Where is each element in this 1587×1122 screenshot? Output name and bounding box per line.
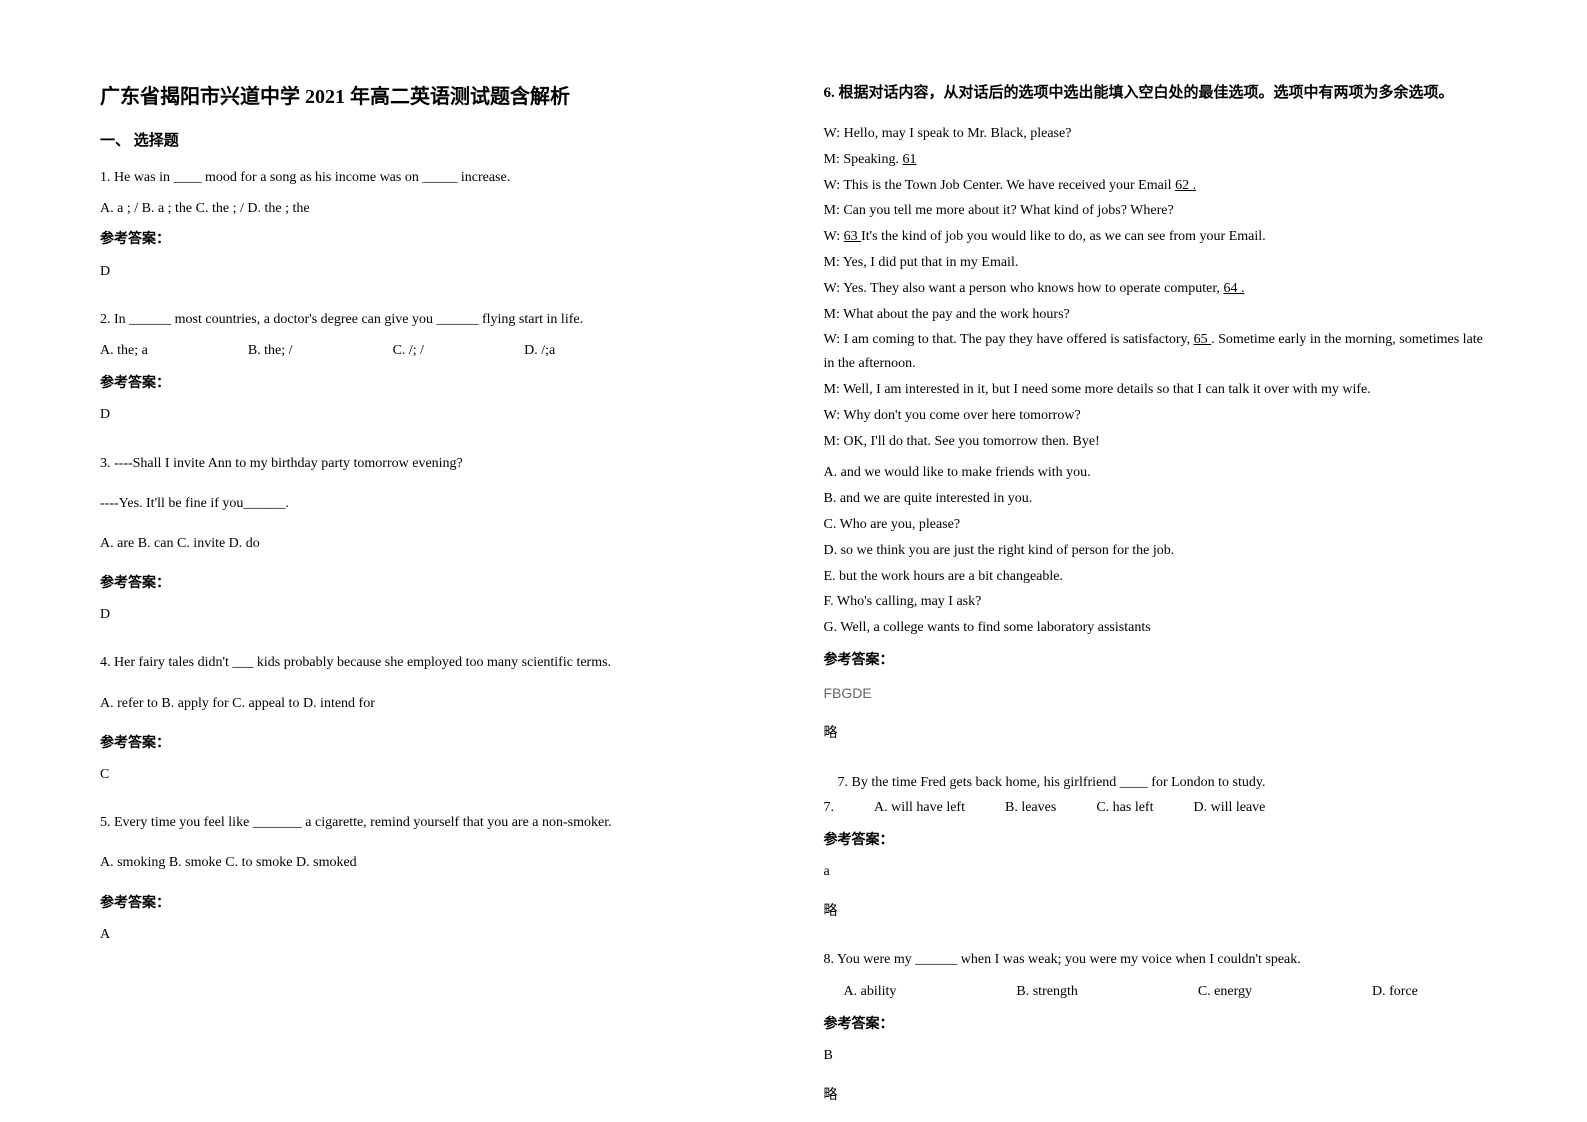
q7-num: 7. [824, 795, 835, 820]
q6-optD: D. so we think you are just the right ki… [824, 539, 1488, 563]
q3-line2: ----Yes. It'll be fine if you______. [100, 491, 764, 516]
q8-answer: B [824, 1043, 1488, 1068]
q8-optA: A. ability [844, 979, 897, 1004]
q8-optB: B. strength [1016, 979, 1077, 1004]
q6-d9: W: I am coming to that. The pay they hav… [824, 328, 1488, 376]
q6-answer: FBGDE [824, 681, 1488, 706]
q8-options: A. ability B. strength C. energy D. forc… [844, 979, 1488, 1004]
q6-d7: W: Yes. They also want a person who know… [824, 277, 1488, 301]
q4-options: A. refer to B. apply for C. appeal to D.… [100, 691, 764, 716]
right-column: 6. 根据对话内容，从对话后的选项中选出能填入空白处的最佳选项。选项中有两项为多… [824, 80, 1488, 1042]
q6-d6: M: Yes, I did put that in my Email. [824, 251, 1488, 275]
q6-optA: A. and we would like to make friends wit… [824, 461, 1488, 485]
question-4: 4. Her fairy tales didn't ___ kids proba… [100, 650, 764, 802]
question-1: 1. He was in ____ mood for a song as his… [100, 165, 764, 299]
q4-answer-label: 参考答案： [100, 731, 764, 756]
q8-note: 略 [824, 1083, 1488, 1108]
q8-answer-label: 参考答案： [824, 1012, 1488, 1037]
q3-answer-label: 参考答案： [100, 571, 764, 596]
q7-optC: C. has left [1096, 795, 1153, 820]
q5-answer-label: 参考答案： [100, 891, 764, 916]
q7-answer-label: 参考答案： [824, 828, 1488, 853]
q6-optE: E. but the work hours are a bit changeab… [824, 565, 1488, 589]
q7-note: 略 [824, 899, 1488, 924]
q3-line1: 3. ----Shall I invite Ann to my birthday… [100, 451, 764, 476]
q7-answer: a [824, 859, 1488, 884]
q2-answer: D [100, 402, 764, 427]
q2-answer-label: 参考答案： [100, 371, 764, 396]
q7-optA: A. will have left [874, 795, 965, 820]
section-header: 一、 选择题 [100, 129, 764, 150]
q6-note: 略 [824, 721, 1488, 746]
q7-text: 7. By the time Fred gets back home, his … [824, 770, 1488, 795]
q7-optD: D. will leave [1193, 795, 1265, 820]
q6-header: 6. 根据对话内容，从对话后的选项中选出能填入空白处的最佳选项。选项中有两项为多… [824, 80, 1488, 107]
page-title: 广东省揭阳市兴道中学 2021 年高二英语测试题含解析 [100, 80, 764, 109]
q3-answer: D [100, 602, 764, 627]
q1-answer-label: 参考答案： [100, 227, 764, 252]
q2-text: 2. In ______ most countries, a doctor's … [100, 307, 764, 332]
q7-optB: B. leaves [1005, 795, 1056, 820]
q6-optC: C. Who are you, please? [824, 513, 1488, 537]
question-6: 6. 根据对话内容，从对话后的选项中选出能填入空白处的最佳选项。选项中有两项为多… [824, 80, 1488, 762]
q5-answer: A [100, 922, 764, 947]
question-5: 5. Every time you feel like _______ a ci… [100, 810, 764, 962]
q8-text: 8. You were my ______ when I was weak; y… [824, 947, 1488, 972]
q5-options: A. smoking B. smoke C. to smoke D. smoke… [100, 850, 764, 875]
q2-optD: D. /;a [524, 338, 555, 363]
q6-d10: M: Well, I am interested in it, but I ne… [824, 378, 1488, 402]
q1-text: 1. He was in ____ mood for a song as his… [100, 165, 764, 190]
q3-options: A. are B. can C. invite D. do [100, 531, 764, 556]
question-8: 8. You were my ______ when I was weak; y… [824, 947, 1488, 1108]
left-column: 广东省揭阳市兴道中学 2021 年高二英语测试题含解析 一、 选择题 1. He… [100, 80, 764, 1042]
question-7: 7. By the time Fred gets back home, his … [824, 770, 1488, 940]
q5-text: 5. Every time you feel like _______ a ci… [100, 810, 764, 835]
q6-d4: M: Can you tell me more about it? What k… [824, 199, 1488, 223]
q2-optA: A. the; a [100, 338, 148, 363]
q7-options: 7. A. will have left B. leaves C. has le… [824, 795, 1488, 820]
q2-options: A. the; a B. the; / C. /; / D. /;a [100, 338, 764, 363]
q6-d8: M: What about the pay and the work hours… [824, 303, 1488, 327]
q6-optB: B. and we are quite interested in you. [824, 487, 1488, 511]
q6-d1: W: Hello, may I speak to Mr. Black, plea… [824, 122, 1488, 146]
q6-d11: W: Why don't you come over here tomorrow… [824, 404, 1488, 428]
q2-optB: B. the; / [248, 338, 293, 363]
question-3: 3. ----Shall I invite Ann to my birthday… [100, 451, 764, 643]
q8-optD: D. force [1372, 979, 1418, 1004]
q6-d3: W: This is the Town Job Center. We have … [824, 174, 1488, 198]
q2-optC: C. /; / [393, 338, 425, 363]
q1-answer: D [100, 259, 764, 284]
q6-d5: W: 63 It's the kind of job you would lik… [824, 225, 1488, 249]
q6-optF: F. Who's calling, may I ask? [824, 590, 1488, 614]
q6-d2: M: Speaking. 61 [824, 148, 1488, 172]
q6-answer-label: 参考答案： [824, 648, 1488, 673]
question-2: 2. In ______ most countries, a doctor's … [100, 307, 764, 443]
q6-optG: G. Well, a college wants to find some la… [824, 616, 1488, 640]
q4-text: 4. Her fairy tales didn't ___ kids proba… [100, 650, 764, 675]
q4-answer: C [100, 762, 764, 787]
q1-options: A. a ; / B. a ; the C. the ; / D. the ; … [100, 196, 764, 221]
q8-optC: C. energy [1198, 979, 1252, 1004]
q6-d12: M: OK, I'll do that. See you tomorrow th… [824, 430, 1488, 454]
